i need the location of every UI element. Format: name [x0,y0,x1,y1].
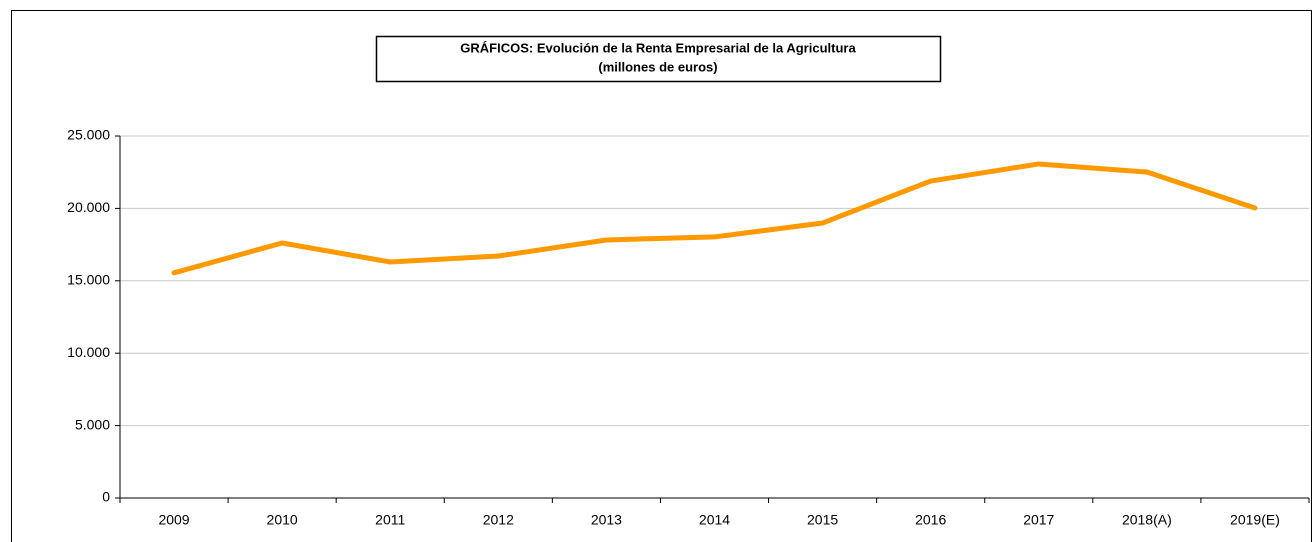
x-tick-label: 2017 [1023,512,1054,528]
x-tick-label: 2014 [699,512,730,528]
x-tick-label: 2019(E) [1230,512,1280,528]
x-tick-label: 2016 [915,512,946,528]
y-tick-label: 15.000 [67,272,110,288]
y-tick-label: 0 [102,489,110,505]
y-tick-label: 25.000 [67,127,110,143]
y-tick-label: 20.000 [67,199,110,215]
series-line [171,161,1258,276]
x-tick-label: 2018(A) [1122,512,1172,528]
title-box [375,35,942,83]
chart-frame [11,10,1312,542]
x-tick-label: 2012 [483,512,514,528]
y-tick-label: 5.000 [75,416,110,432]
y-tick-label: 10.000 [67,344,110,360]
chart-title: GRÁFICOS: Evolución de la Renta Empresar… [460,40,856,55]
chart-subtitle: (millones de euros) [598,59,717,74]
x-tick-label: 2009 [158,512,189,528]
x-tick-label: 2013 [591,512,622,528]
x-tick-label: 2011 [375,512,405,528]
x-tick-label: 2010 [267,512,298,528]
x-tick-label: 2015 [807,512,838,528]
